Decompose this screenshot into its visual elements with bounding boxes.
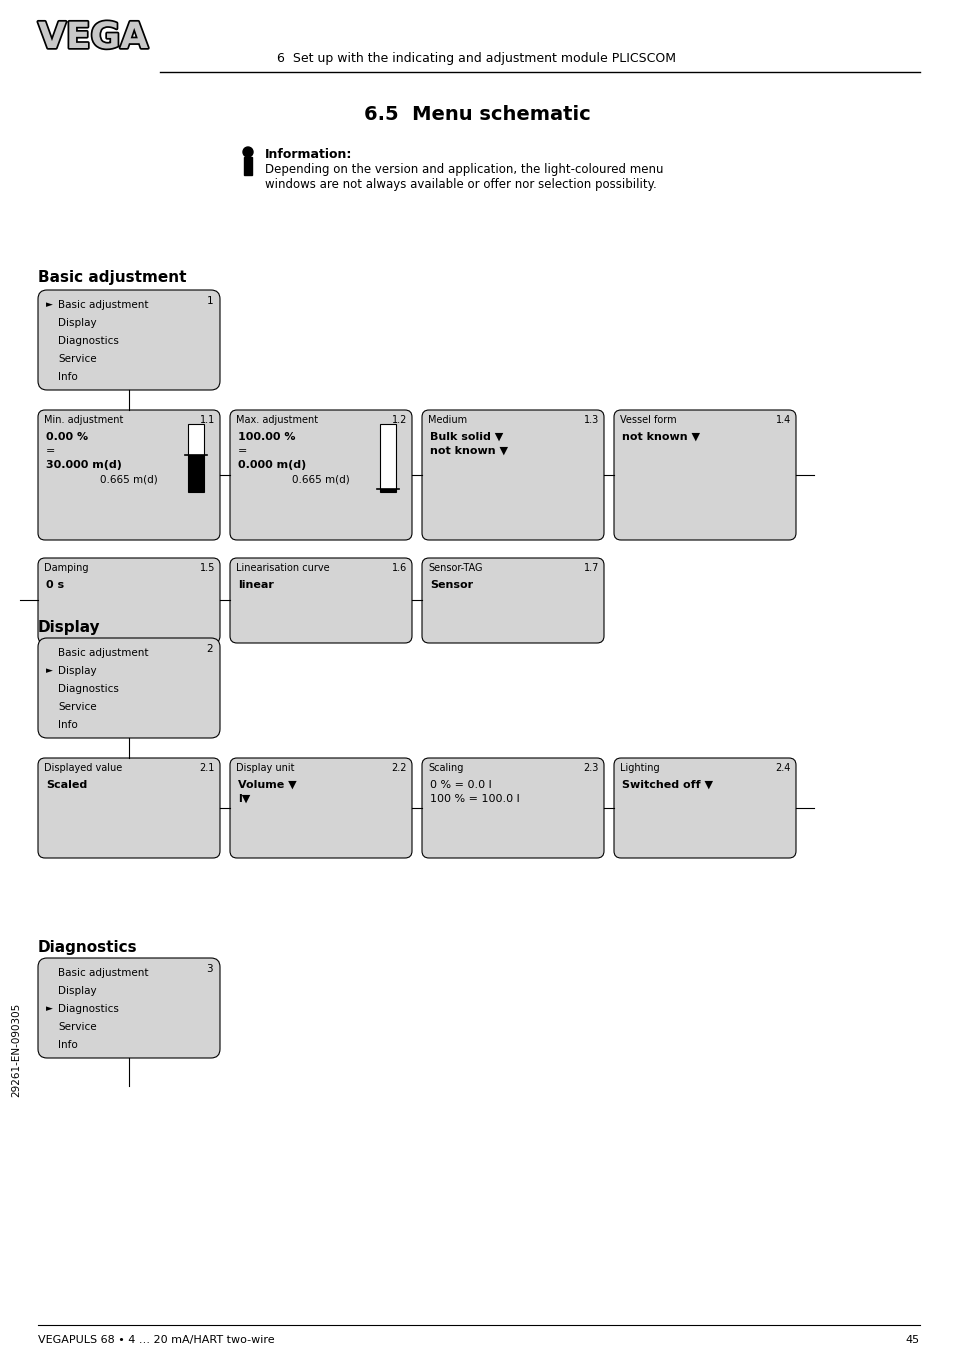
Text: 0.00 %: 0.00 % xyxy=(46,432,88,441)
Bar xyxy=(188,455,204,492)
Text: 0.000 m(d): 0.000 m(d) xyxy=(237,460,306,470)
FancyBboxPatch shape xyxy=(38,410,220,540)
Text: 0 s: 0 s xyxy=(46,580,64,590)
Text: VEGAPULS 68 • 4 … 20 mA/HART two-wire: VEGAPULS 68 • 4 … 20 mA/HART two-wire xyxy=(38,1335,274,1345)
FancyBboxPatch shape xyxy=(230,410,412,540)
Text: Display: Display xyxy=(38,620,100,635)
FancyBboxPatch shape xyxy=(421,410,603,540)
Text: Service: Service xyxy=(58,1022,96,1032)
Text: Depending on the version and application, the light-coloured menu: Depending on the version and application… xyxy=(265,162,662,176)
Bar xyxy=(379,489,395,492)
Text: 3: 3 xyxy=(206,964,213,974)
Text: Display: Display xyxy=(58,318,96,328)
Text: Info: Info xyxy=(58,372,77,382)
Bar xyxy=(188,424,204,492)
Text: Max. adjustment: Max. adjustment xyxy=(235,414,317,425)
Text: 1.3: 1.3 xyxy=(583,414,598,425)
Text: ►: ► xyxy=(46,301,52,309)
FancyBboxPatch shape xyxy=(38,758,220,858)
Text: 29261-EN-090305: 29261-EN-090305 xyxy=(11,1003,21,1097)
Text: Sensor-TAG: Sensor-TAG xyxy=(428,563,482,573)
Text: Service: Service xyxy=(58,353,96,364)
Text: 45: 45 xyxy=(905,1335,919,1345)
Text: 100.00 %: 100.00 % xyxy=(237,432,295,441)
Text: VEGA: VEGA xyxy=(38,22,149,56)
Text: windows are not always available or offer nor selection possibility.: windows are not always available or offe… xyxy=(265,177,656,191)
Text: Basic adjustment: Basic adjustment xyxy=(58,649,149,658)
Text: Basic adjustment: Basic adjustment xyxy=(58,301,149,310)
Text: 6.5  Menu schematic: 6.5 Menu schematic xyxy=(363,106,590,125)
Bar xyxy=(244,157,252,175)
Text: 1.5: 1.5 xyxy=(199,563,214,573)
Text: 100 % = 100.0 l: 100 % = 100.0 l xyxy=(430,793,519,804)
Text: Diagnostics: Diagnostics xyxy=(38,940,137,955)
FancyBboxPatch shape xyxy=(614,410,795,540)
Text: 6  Set up with the indicating and adjustment module PLICSCOM: 6 Set up with the indicating and adjustm… xyxy=(277,51,676,65)
Text: Display: Display xyxy=(58,666,96,676)
Text: 30.000 m(d): 30.000 m(d) xyxy=(46,460,122,470)
Text: 1.7: 1.7 xyxy=(583,563,598,573)
Text: l▼: l▼ xyxy=(237,793,250,804)
Text: Min. adjustment: Min. adjustment xyxy=(44,414,123,425)
FancyBboxPatch shape xyxy=(38,290,220,390)
Text: 1.1: 1.1 xyxy=(199,414,214,425)
Text: Displayed value: Displayed value xyxy=(44,764,122,773)
Text: Diagnostics: Diagnostics xyxy=(58,336,119,347)
Text: not known ▼: not known ▼ xyxy=(430,445,507,456)
Text: 2.3: 2.3 xyxy=(583,764,598,773)
Text: 2.4: 2.4 xyxy=(775,764,790,773)
Text: Damping: Damping xyxy=(44,563,89,573)
Text: 1.4: 1.4 xyxy=(775,414,790,425)
Text: =: = xyxy=(46,445,55,456)
FancyBboxPatch shape xyxy=(421,758,603,858)
Text: Volume ▼: Volume ▼ xyxy=(237,780,296,789)
FancyBboxPatch shape xyxy=(38,638,220,738)
Text: Info: Info xyxy=(58,1040,77,1049)
Text: 2.1: 2.1 xyxy=(199,764,214,773)
Text: 1.2: 1.2 xyxy=(392,414,407,425)
Text: VEGA: VEGA xyxy=(38,22,149,56)
Text: Diagnostics: Diagnostics xyxy=(58,684,119,695)
Text: Display unit: Display unit xyxy=(235,764,294,773)
Text: Information:: Information: xyxy=(265,148,352,161)
Text: Diagnostics: Diagnostics xyxy=(58,1005,119,1014)
Text: Vessel form: Vessel form xyxy=(619,414,676,425)
FancyBboxPatch shape xyxy=(230,758,412,858)
Text: 0 % = 0.0 l: 0 % = 0.0 l xyxy=(430,780,491,789)
Text: ►: ► xyxy=(46,666,52,676)
Text: Lighting: Lighting xyxy=(619,764,659,773)
Text: Display: Display xyxy=(58,986,96,997)
Text: not known ▼: not known ▼ xyxy=(621,432,700,441)
Text: linear: linear xyxy=(237,580,274,590)
Text: Switched off ▼: Switched off ▼ xyxy=(621,780,712,789)
Text: Info: Info xyxy=(58,720,77,730)
Circle shape xyxy=(243,148,253,157)
Text: ►: ► xyxy=(46,1005,52,1013)
Text: 0.665 m(d): 0.665 m(d) xyxy=(292,474,350,483)
Text: Sensor: Sensor xyxy=(430,580,473,590)
Text: Medium: Medium xyxy=(428,414,467,425)
FancyBboxPatch shape xyxy=(421,558,603,643)
FancyBboxPatch shape xyxy=(38,558,220,643)
Text: Service: Service xyxy=(58,701,96,712)
Text: Scaling: Scaling xyxy=(428,764,463,773)
FancyBboxPatch shape xyxy=(230,558,412,643)
FancyBboxPatch shape xyxy=(614,758,795,858)
Text: 1: 1 xyxy=(206,297,213,306)
Text: Basic adjustment: Basic adjustment xyxy=(58,968,149,978)
Text: Linearisation curve: Linearisation curve xyxy=(235,563,330,573)
Text: Basic adjustment: Basic adjustment xyxy=(38,269,186,284)
Text: 0.665 m(d): 0.665 m(d) xyxy=(100,474,157,483)
Text: 2: 2 xyxy=(206,645,213,654)
Bar xyxy=(379,424,395,492)
Text: Scaled: Scaled xyxy=(46,780,87,789)
FancyBboxPatch shape xyxy=(38,959,220,1057)
Text: Bulk solid ▼: Bulk solid ▼ xyxy=(430,432,503,441)
Text: 2.2: 2.2 xyxy=(391,764,407,773)
Text: =: = xyxy=(237,445,247,456)
Text: 1.6: 1.6 xyxy=(392,563,407,573)
